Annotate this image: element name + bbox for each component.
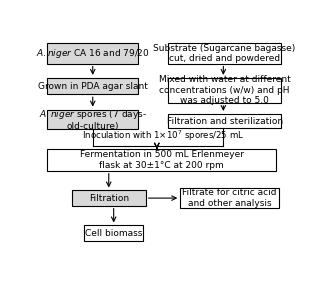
Text: $\it{A. niger}$ spores (7 days-
old-culture): $\it{A. niger}$ spores (7 days- old-cult… [39,108,147,131]
Text: Inoculation with 1×10$^7$ spores/25 mL: Inoculation with 1×10$^7$ spores/25 mL [82,128,244,143]
FancyBboxPatch shape [168,78,281,103]
FancyBboxPatch shape [47,110,138,129]
Text: Mixed with water at different
concentrations (w/w) and pH
was adjusted to 5.0: Mixed with water at different concentrat… [159,76,290,105]
Text: $\it{A. niger}$ CA 16 and 79/20: $\it{A. niger}$ CA 16 and 79/20 [36,47,149,60]
Text: Filtrate for citric acid
and other analysis: Filtrate for citric acid and other analy… [182,188,277,208]
FancyBboxPatch shape [47,149,276,171]
FancyBboxPatch shape [47,43,138,64]
FancyBboxPatch shape [72,191,146,206]
FancyBboxPatch shape [47,78,138,94]
FancyBboxPatch shape [84,225,143,241]
Text: Grown in PDA agar slant: Grown in PDA agar slant [38,82,148,91]
Text: Filtration and sterilization: Filtration and sterilization [167,116,283,126]
FancyBboxPatch shape [168,114,281,128]
Text: Filtration: Filtration [89,194,129,202]
Text: Cell biomass: Cell biomass [85,229,142,238]
Text: Substrate (Sugarcane bagasse)
cut, dried and powdered: Substrate (Sugarcane bagasse) cut, dried… [154,43,296,63]
FancyBboxPatch shape [180,188,279,208]
Text: Fermentation in 500 mL Erlenmeyer
flask at 30±1°C at 200 rpm: Fermentation in 500 mL Erlenmeyer flask … [80,150,244,170]
FancyBboxPatch shape [168,43,281,64]
